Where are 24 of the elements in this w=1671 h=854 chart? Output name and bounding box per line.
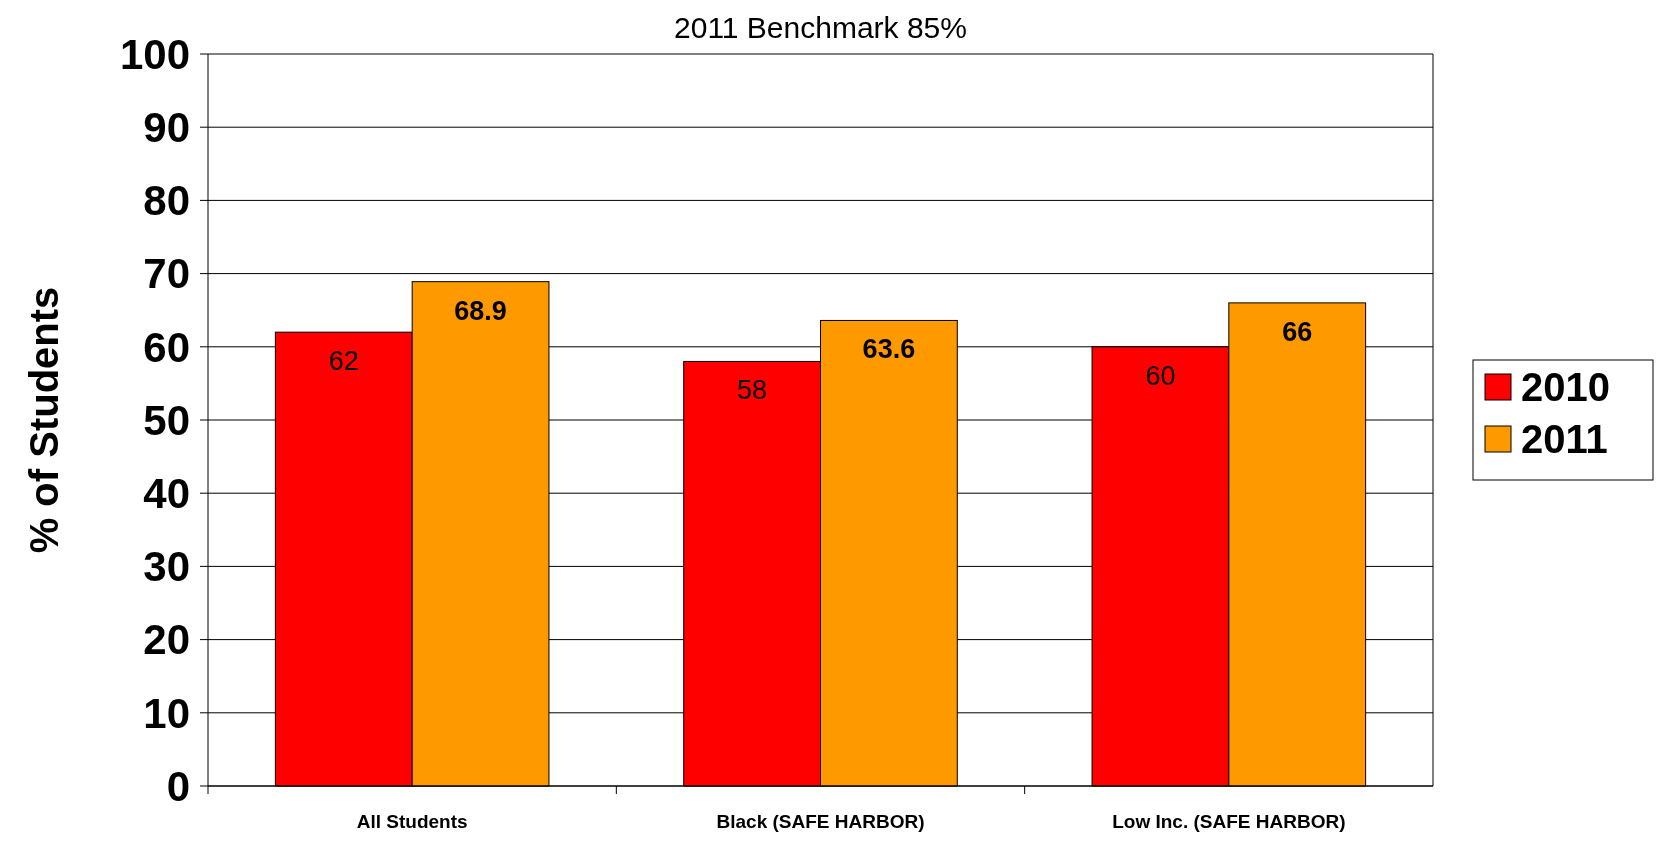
y-tick-label: 100 <box>119 30 190 78</box>
data-label: 58 <box>737 375 768 406</box>
y-tick-label: 90 <box>143 103 190 151</box>
y-tick-label: 60 <box>143 323 190 371</box>
y-tick-label: 10 <box>143 689 190 737</box>
data-label: 68.9 <box>454 295 507 326</box>
y-tick-label: 50 <box>143 396 190 444</box>
y-tick-label: 80 <box>143 177 190 225</box>
y-tick-label: 40 <box>143 469 190 517</box>
y-tick-label: 20 <box>143 616 190 664</box>
y-axis-title: % of Students <box>22 286 66 554</box>
y-tick-label: 70 <box>143 250 190 298</box>
y-tick-label: 30 <box>143 543 190 591</box>
data-label: 62 <box>328 346 359 377</box>
y-tick-label: 0 <box>166 762 190 810</box>
data-label: 66 <box>1282 316 1313 347</box>
x-tick-label: All Students <box>356 811 468 832</box>
data-label: 63.6 <box>862 334 916 365</box>
data-label: 60 <box>1145 360 1176 391</box>
x-tick-label: Low Inc. (SAFE HARBOR) <box>1112 811 1346 832</box>
legend-label: 2011 <box>1521 417 1608 461</box>
legend-label: 2010 <box>1521 365 1610 409</box>
x-tick-label: Black (SAFE HARBOR) <box>716 811 925 832</box>
chart-title: 2011 Benchmark 85% <box>674 11 967 44</box>
